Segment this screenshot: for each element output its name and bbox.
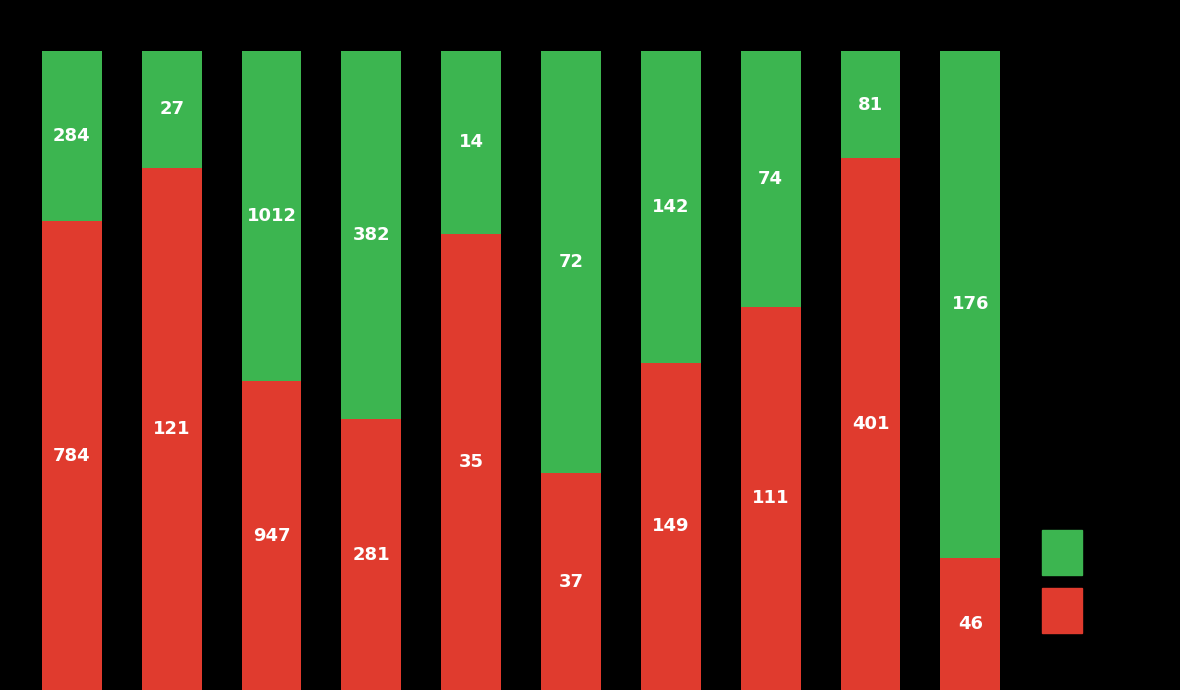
Bar bbox=[542, 51, 601, 473]
Text: 284: 284 bbox=[53, 127, 91, 145]
Bar bbox=[840, 51, 900, 159]
Bar bbox=[542, 473, 601, 690]
Text: 281: 281 bbox=[353, 546, 391, 564]
Text: 72: 72 bbox=[558, 253, 584, 271]
Text: 401: 401 bbox=[852, 415, 890, 433]
Bar bbox=[641, 51, 701, 363]
Bar bbox=[42, 221, 101, 690]
Bar bbox=[741, 51, 801, 306]
Bar bbox=[242, 51, 301, 381]
Bar bbox=[840, 159, 900, 690]
Bar bbox=[441, 51, 502, 234]
Bar bbox=[741, 306, 801, 690]
Bar bbox=[142, 168, 202, 690]
Text: 35: 35 bbox=[459, 453, 484, 471]
Bar bbox=[940, 558, 1001, 690]
Bar bbox=[341, 51, 401, 420]
Bar bbox=[940, 51, 1001, 558]
Text: 111: 111 bbox=[752, 489, 789, 507]
Text: 81: 81 bbox=[858, 96, 883, 114]
Bar bbox=[1042, 588, 1082, 633]
Bar bbox=[441, 234, 502, 690]
Bar bbox=[641, 363, 701, 690]
Text: 947: 947 bbox=[253, 526, 290, 544]
Text: 142: 142 bbox=[653, 198, 689, 216]
Text: 27: 27 bbox=[159, 100, 184, 119]
Text: 14: 14 bbox=[459, 133, 484, 151]
Text: 149: 149 bbox=[653, 518, 689, 535]
Text: 37: 37 bbox=[558, 573, 584, 591]
Text: 1012: 1012 bbox=[247, 207, 296, 225]
Bar bbox=[42, 51, 101, 221]
Text: 382: 382 bbox=[353, 226, 391, 244]
Text: 74: 74 bbox=[759, 170, 784, 188]
Text: 121: 121 bbox=[153, 420, 190, 438]
Text: 784: 784 bbox=[53, 446, 91, 464]
Text: 176: 176 bbox=[951, 295, 989, 313]
Bar bbox=[341, 420, 401, 690]
Bar bbox=[142, 51, 202, 168]
Bar bbox=[1042, 531, 1082, 575]
Bar bbox=[242, 381, 301, 690]
Text: 46: 46 bbox=[958, 615, 983, 633]
